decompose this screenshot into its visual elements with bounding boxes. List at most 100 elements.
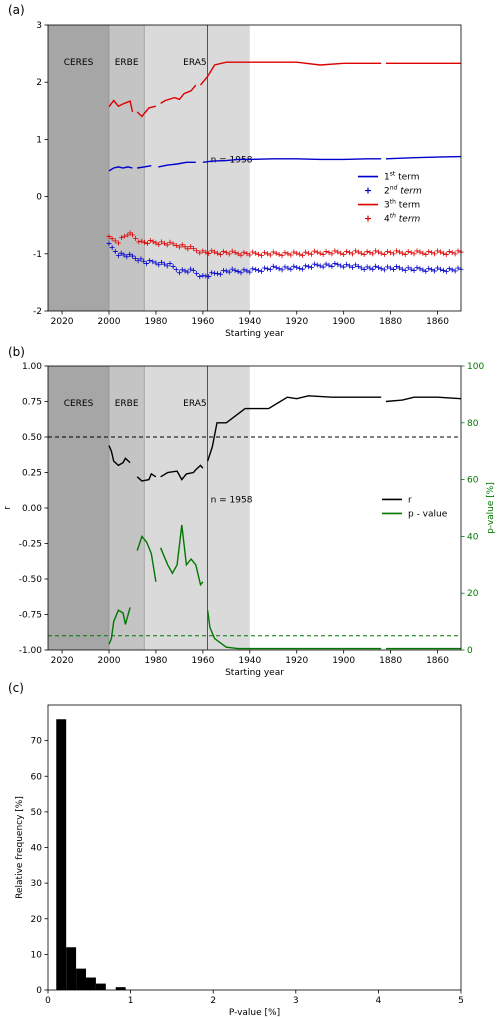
series-1-marker	[253, 267, 259, 273]
legend-marker	[365, 215, 371, 222]
series-1-marker	[408, 266, 414, 272]
x-tick-label: 1920	[285, 656, 308, 666]
series-1-marker	[373, 263, 379, 269]
series-3-marker	[294, 250, 300, 256]
legend-label: 4th term	[384, 213, 421, 225]
series-3-marker	[300, 252, 306, 258]
plot-frame	[47, 704, 462, 991]
series-1-marker	[391, 266, 397, 272]
y-tick-label: 0.50	[22, 433, 42, 443]
series-1-marker	[185, 269, 191, 275]
series-1-marker	[241, 267, 247, 273]
series-1-marker	[338, 263, 344, 269]
y2-tick-label: 0	[467, 646, 473, 656]
series-3-marker	[308, 251, 314, 257]
region-erbe	[109, 366, 145, 650]
series-3-marker	[352, 248, 358, 254]
y2-axis-label: p-value [%]	[486, 482, 496, 534]
series-1-marker	[417, 266, 423, 272]
series-2-line	[136, 105, 157, 118]
series-3-marker	[253, 250, 259, 256]
series-1-marker	[291, 263, 297, 269]
series-1-marker	[414, 265, 420, 271]
series-1-marker	[129, 253, 135, 259]
series-1-marker	[141, 258, 147, 264]
x-tick-label: 1880	[379, 317, 402, 327]
series-3-marker	[238, 252, 244, 258]
series-1-marker	[273, 265, 279, 270]
y-tick-label: 1	[36, 135, 42, 145]
legend-label: p - value	[408, 509, 448, 519]
series-3-marker	[370, 251, 376, 257]
x-axis-label: Starting year	[225, 668, 284, 678]
series-1-marker	[323, 261, 329, 267]
x-tick-label: 2000	[98, 656, 121, 666]
series-3-marker	[139, 238, 145, 244]
series-1-marker	[305, 264, 311, 270]
series-3-marker	[217, 251, 223, 257]
panel-c: (c) 0 1 2 3 4 5 P-value [%] 0 10 20 30 40 50 60 70 Rela…	[8, 681, 464, 1018]
series-3-marker	[303, 249, 309, 255]
series-1-marker	[144, 261, 150, 267]
series-1-marker	[247, 269, 253, 275]
x-tick-label: 2020	[51, 656, 74, 666]
series-3-marker	[153, 240, 159, 246]
series-1-marker	[455, 265, 461, 271]
series-1-marker	[317, 263, 323, 269]
series-3-marker	[109, 236, 115, 242]
y-tick-label: 0	[36, 986, 42, 996]
series-3-marker	[235, 251, 241, 257]
y-tick-label: -0.75	[19, 611, 42, 621]
series-3-marker	[179, 242, 185, 248]
series-1-marker	[314, 262, 320, 268]
series-1-marker	[402, 268, 408, 274]
series-3-marker	[276, 251, 282, 257]
x-tick-label: 2	[210, 996, 216, 1006]
series-3-marker	[288, 252, 294, 258]
series-1-marker	[349, 265, 355, 271]
series-1-marker	[411, 267, 417, 273]
series-1-marker	[288, 266, 294, 272]
histogram-bar	[85, 977, 96, 990]
series-3-marker	[182, 244, 188, 250]
region-label-era5: ERA5	[183, 399, 206, 409]
series-1-marker	[384, 264, 390, 270]
panel-a-label: (a)	[8, 3, 25, 17]
series-1-marker	[135, 258, 141, 264]
y-tick-label: 30	[31, 879, 43, 889]
series-1-marker	[279, 267, 285, 273]
y-axis-label: r	[3, 506, 13, 510]
series-3-marker	[378, 250, 384, 256]
series-1-marker	[256, 267, 262, 273]
legend-label: r	[408, 495, 412, 505]
series-3-marker	[341, 251, 347, 257]
series-1-marker	[209, 270, 215, 276]
panel-b: (b) CERES ERBE ERA5 n = 1958 2020 2000 1980 196…	[3, 345, 496, 678]
series-1-marker	[226, 269, 232, 275]
series-3-marker	[129, 232, 135, 238]
series-3-marker	[226, 251, 232, 257]
x-tick-label: 1960	[191, 317, 214, 327]
series-3-marker	[279, 253, 285, 259]
series-3-marker	[393, 248, 399, 254]
series-1-marker	[188, 266, 194, 272]
series-1-marker	[147, 258, 153, 264]
series-1-marker	[285, 265, 291, 271]
y-tick-label: 0.00	[22, 504, 42, 514]
region-label-ceres: CERES	[64, 58, 94, 68]
series-0-line	[385, 396, 462, 403]
series-3-marker	[194, 248, 200, 254]
series-0-line	[158, 161, 196, 168]
series-1-marker	[118, 250, 124, 256]
series-1-marker	[115, 253, 121, 259]
series-3-marker	[197, 250, 203, 256]
region-ceres	[48, 366, 110, 650]
x-tick-label: 1980	[144, 317, 167, 327]
series-3-marker	[203, 249, 209, 255]
series-3-marker	[402, 251, 408, 257]
series-3-marker	[311, 248, 317, 254]
series-3-marker	[125, 232, 131, 238]
series-3-marker	[414, 248, 420, 254]
legend-label: 2nd term	[384, 185, 422, 197]
series-3-marker	[432, 251, 438, 257]
